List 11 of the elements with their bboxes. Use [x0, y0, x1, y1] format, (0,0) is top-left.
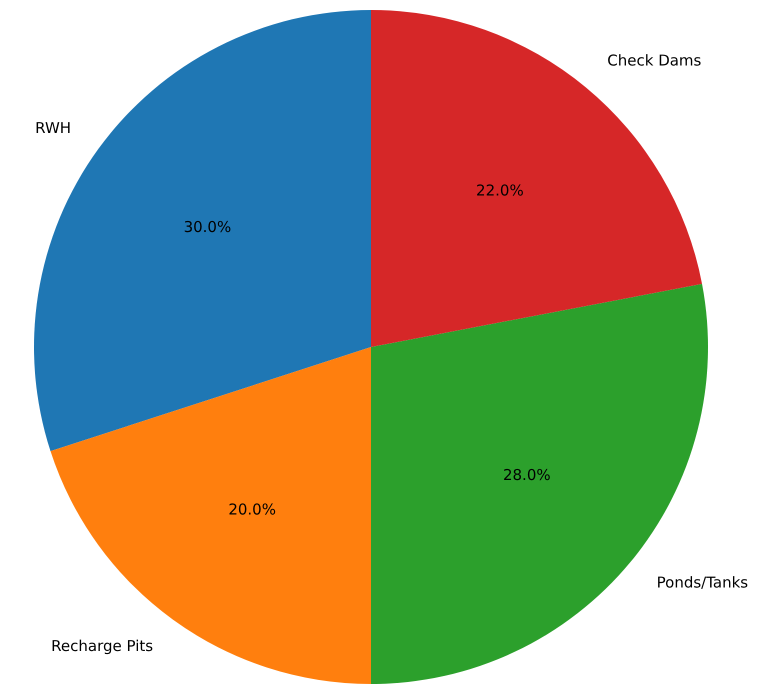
slice-label: Check Dams: [607, 51, 702, 70]
data-label: 28.0%: [502, 466, 551, 484]
pie-slice: [50, 347, 371, 684]
data-label: 20.0%: [228, 500, 276, 519]
data-label: 22.0%: [476, 181, 524, 200]
slice-label: Ponds/Tanks: [656, 573, 748, 592]
slice-label: Recharge Pits: [51, 636, 154, 656]
pie-slice: [371, 10, 702, 347]
data-label: 30.0%: [184, 218, 232, 236]
pie-slice: [34, 10, 371, 452]
slice-label: RWH: [35, 119, 72, 138]
